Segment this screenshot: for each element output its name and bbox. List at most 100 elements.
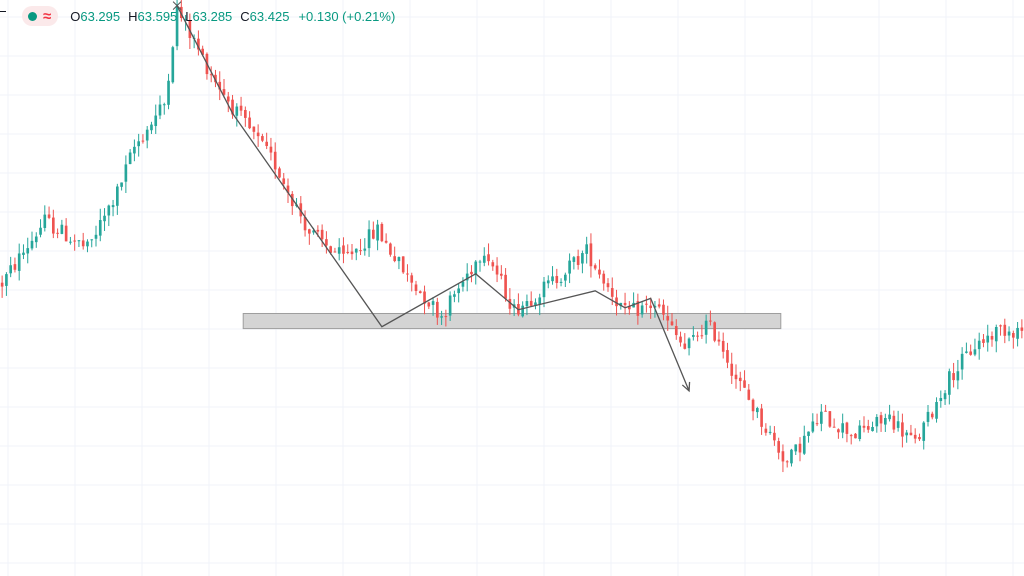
candle-up [1016, 327, 1019, 339]
candle-up [653, 305, 657, 308]
candle-up [376, 224, 379, 241]
trend-drawing[interactable] [172, 1, 691, 393]
candle-down [401, 256, 405, 273]
candle-down [508, 298, 512, 309]
candle-down [615, 297, 618, 307]
candle-down [325, 239, 328, 246]
candle-up [986, 335, 990, 343]
candle-up [687, 338, 691, 349]
candle-down [576, 256, 580, 265]
candle-down [555, 276, 559, 283]
candle-up [534, 302, 537, 306]
candle-down [273, 151, 277, 170]
candle-down [346, 251, 350, 253]
left-edge-marker [0, 11, 6, 12]
candle-up [581, 253, 584, 264]
candle-up [69, 241, 72, 243]
candle-down [734, 374, 738, 380]
candle-down [760, 408, 763, 427]
candle-up [5, 274, 8, 286]
candle-up [312, 230, 315, 233]
candle-down [529, 300, 533, 306]
candle-down [222, 89, 226, 95]
candle-down [504, 274, 507, 299]
candle-down [427, 302, 431, 307]
candle-up [184, 19, 187, 21]
candle-down [982, 339, 985, 343]
candle-down [226, 96, 230, 102]
candle-up [884, 418, 887, 425]
high-value: 63.595 [137, 8, 178, 24]
candle-up [935, 401, 938, 419]
candle-up [965, 351, 968, 353]
candle-down [495, 265, 499, 275]
candle-down [815, 423, 819, 425]
candle-down [418, 291, 422, 294]
candle-up [478, 261, 482, 263]
candle-down [1012, 333, 1015, 338]
candle-up [367, 229, 371, 249]
candle-down [730, 363, 734, 376]
candle-down [423, 291, 426, 304]
candle-down [990, 336, 994, 340]
candle-down [470, 271, 473, 275]
candle-down [738, 377, 742, 382]
candle-down [798, 443, 802, 453]
candle-up [86, 241, 89, 247]
candle-down [308, 229, 311, 234]
support-zone[interactable] [242, 312, 782, 330]
candle-down [854, 433, 857, 439]
candle-up [175, 5, 179, 47]
candle-down [487, 254, 490, 262]
candle-up [107, 205, 111, 216]
candle-down [64, 225, 68, 242]
candle-down [785, 461, 789, 463]
candle-down [892, 415, 896, 430]
candle-down [406, 273, 409, 275]
candle-down [269, 146, 273, 153]
candle-down [0, 282, 4, 287]
candle-down [410, 275, 414, 283]
candle-down [623, 302, 627, 306]
candle-down [721, 340, 725, 352]
candle-down [350, 251, 354, 255]
candle-down [329, 246, 332, 253]
candle-up [875, 416, 879, 427]
candle-down [649, 305, 652, 309]
candle-down [777, 441, 780, 453]
candle-down [81, 240, 85, 247]
candle-down [751, 399, 755, 412]
candle-up [17, 253, 21, 271]
candle-down [13, 264, 17, 270]
candle-up [704, 320, 708, 335]
candle-up [171, 47, 175, 83]
indicator-pill[interactable]: ≈ [22, 6, 59, 26]
candle-down [239, 105, 243, 111]
candle-up [120, 182, 123, 187]
candle-up [60, 224, 64, 234]
candle-up [756, 408, 759, 413]
candle-up [619, 302, 623, 307]
candle-up [802, 435, 806, 454]
candle-up [572, 257, 576, 262]
candle-up [77, 240, 81, 242]
candle-down [828, 411, 832, 427]
candle-down [909, 432, 913, 436]
candle-down [282, 178, 286, 184]
support-zone-rect [242, 312, 782, 330]
candle-up [692, 335, 695, 337]
candle-up [103, 215, 106, 222]
candle-up [397, 257, 401, 262]
candle-down [444, 316, 448, 318]
candle-down [56, 232, 59, 234]
candle-up [956, 371, 960, 381]
candle-down [849, 435, 853, 437]
candle-up [90, 239, 94, 241]
candle-up [474, 261, 478, 275]
candle-down [286, 185, 290, 193]
candle-down [662, 304, 665, 315]
candle-down [372, 229, 375, 239]
